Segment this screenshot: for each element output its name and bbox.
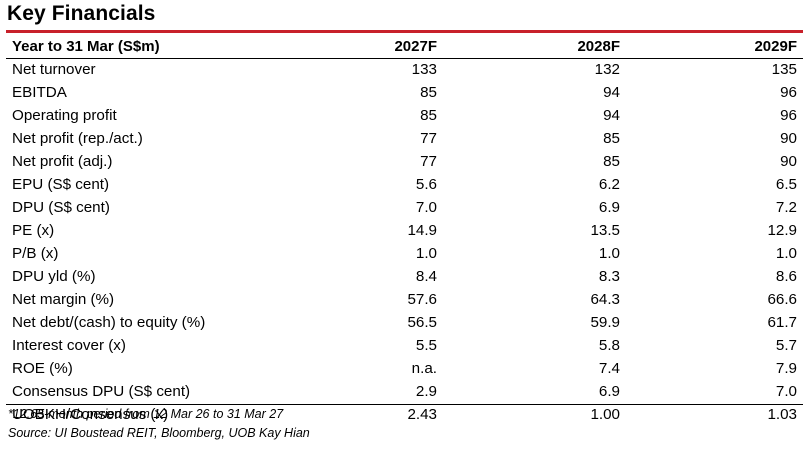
cell-2027f: 8.4	[415, 268, 437, 285]
cell-2027f: 7.0	[415, 199, 437, 216]
cell-2029f: 5.7	[775, 337, 797, 354]
table-row: Net profit (rep./act.) 77 85 90	[6, 128, 803, 151]
cell-2029f: 96	[780, 107, 797, 124]
row-label: ROE (%)	[12, 360, 73, 377]
table-row: PE (x) 14.9 13.5 12.9	[6, 220, 803, 243]
cell-2027f: 56.5	[407, 314, 437, 331]
row-label: PE (x)	[12, 222, 55, 239]
header-2029f: 2029F	[754, 38, 797, 55]
row-label: Net debt/(cash) to equity (%)	[12, 314, 206, 331]
row-label: Net profit (rep./act.)	[12, 130, 143, 147]
cell-2028f: 13.5	[590, 222, 620, 239]
cell-2028f: 85	[603, 130, 620, 147]
header-2027f: 2027F	[394, 38, 437, 55]
cell-2029f: 7.9	[775, 360, 797, 377]
table-header-row: Year to 31 Mar (S$m) 2027F 2028F 2029F	[6, 34, 803, 59]
cell-2028f: 6.2	[598, 176, 620, 193]
table-bottom-rule	[6, 404, 803, 405]
cell-2027f: 133	[411, 61, 437, 78]
row-label: UOBKH/Consensus (x)	[12, 406, 169, 423]
table-row: DPU (S$ cent) 7.0 6.9 7.2	[6, 197, 803, 220]
footnote: *12.65-month period from 12 Mar 26 to 31…	[8, 407, 284, 421]
table-row: Net margin (%) 57.6 64.3 66.6	[6, 289, 803, 312]
cell-2028f: 5.8	[598, 337, 620, 354]
row-label: Operating profit	[12, 107, 117, 124]
cell-2027f: 57.6	[407, 291, 437, 308]
cell-2029f: 90	[780, 130, 797, 147]
cell-2028f: 1.0	[598, 245, 620, 262]
cell-2028f: 132	[594, 61, 620, 78]
row-label: Interest cover (x)	[12, 337, 126, 354]
table-row: Interest cover (x) 5.5 5.8 5.7	[6, 335, 803, 358]
cell-2028f: 8.3	[598, 268, 620, 285]
cell-2028f: 6.9	[598, 199, 620, 216]
cell-2029f: 1.0	[775, 245, 797, 262]
cell-2028f: 85	[603, 153, 620, 170]
row-label: EBITDA	[12, 84, 67, 101]
cell-2027f: 77	[420, 130, 437, 147]
row-label: Net profit (adj.)	[12, 153, 113, 170]
cell-2027f: 2.9	[415, 383, 437, 400]
table-row: EPU (S$ cent) 5.6 6.2 6.5	[6, 174, 803, 197]
row-label: DPU (S$ cent)	[12, 199, 110, 216]
row-label: EPU (S$ cent)	[12, 176, 110, 193]
cell-2027f: 14.9	[407, 222, 437, 239]
cell-2029f: 7.0	[775, 383, 797, 400]
header-label: Year to 31 Mar (S$m)	[12, 38, 160, 55]
cell-2028f: 64.3	[590, 291, 620, 308]
cell-2029f: 61.7	[767, 314, 797, 331]
cell-2029f: 12.9	[767, 222, 797, 239]
page-title: Key Financials	[7, 2, 156, 25]
table-body: Net turnover 133 132 135 EBITDA 85 94 96 Operati…	[6, 59, 803, 427]
cell-2027f: 2.43	[407, 406, 437, 423]
table-row: UOBKH/Consensus (x) 2.43 1.00 1.03	[6, 404, 803, 427]
cell-2029f: 6.5	[775, 176, 797, 193]
table-row: Net turnover 133 132 135	[6, 59, 803, 82]
cell-2028f: 59.9	[590, 314, 620, 331]
cell-2029f: 135	[771, 61, 797, 78]
cell-2028f: 94	[603, 107, 620, 124]
cell-2029f: 90	[780, 153, 797, 170]
table-row: P/B (x) 1.0 1.0 1.0	[6, 243, 803, 266]
row-label: Net margin (%)	[12, 291, 115, 308]
row-label: P/B (x)	[12, 245, 59, 262]
cell-2027f: 1.0	[415, 245, 437, 262]
table-row: Consensus DPU (S$ cent) 2.9 6.9 7.0	[6, 381, 803, 404]
cell-2028f: 1.00	[590, 406, 620, 423]
source-note: Source: UI Boustead REIT, Bloomberg, UOB…	[8, 426, 310, 440]
cell-2028f: 94	[603, 84, 620, 101]
header-2028f: 2028F	[577, 38, 620, 55]
cell-2027f: 77	[420, 153, 437, 170]
cell-2029f: 96	[780, 84, 797, 101]
cell-2028f: 7.4	[598, 360, 620, 377]
cell-2028f: 6.9	[598, 383, 620, 400]
table-row: ROE (%) n.a. 7.4 7.9	[6, 358, 803, 381]
cell-2029f: 1.03	[767, 406, 797, 423]
table-row: Net debt/(cash) to equity (%) 56.5 59.9 61.…	[6, 312, 803, 335]
financials-table: Year to 31 Mar (S$m) 2027F 2028F 2029F N…	[6, 34, 803, 427]
cell-2027f: n.a.	[411, 360, 437, 377]
cell-2027f: 5.5	[415, 337, 437, 354]
cell-2029f: 66.6	[767, 291, 797, 308]
table-row: Operating profit 85 94 96	[6, 105, 803, 128]
cell-2027f: 5.6	[415, 176, 437, 193]
cell-2029f: 7.2	[775, 199, 797, 216]
table-row: DPU yld (%) 8.4 8.3 8.6	[6, 266, 803, 289]
cell-2027f: 85	[420, 107, 437, 124]
table-row: EBITDA 85 94 96	[6, 82, 803, 105]
row-label: DPU yld (%)	[12, 268, 96, 285]
cell-2029f: 8.6	[775, 268, 797, 285]
row-label: Net turnover	[12, 61, 96, 78]
title-rule	[6, 30, 803, 33]
table-row: Net profit (adj.) 77 85 90	[6, 151, 803, 174]
row-label: Consensus DPU (S$ cent)	[12, 383, 191, 400]
cell-2027f: 85	[420, 84, 437, 101]
